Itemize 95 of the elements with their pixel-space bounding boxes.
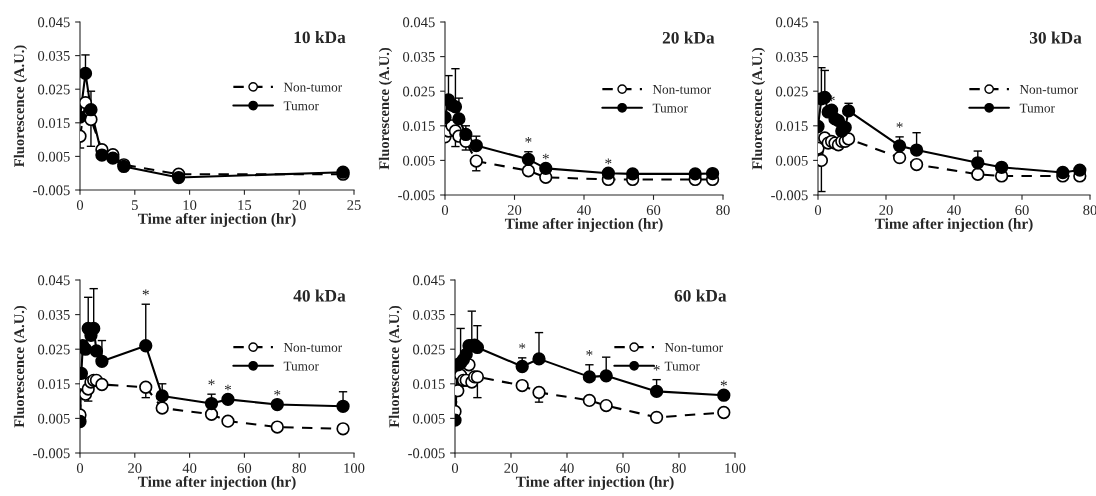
x-tick-label: 20 [879,205,893,215]
x-tick-label: 0 [76,463,84,473]
x-tick-label: 0 [814,205,822,215]
y-tick-label: 0.005 [403,155,435,166]
x-axis-title: Time after injection (hr) [874,217,1033,232]
x-tick-label: 40 [182,463,197,473]
y-axis-title: Fluorescence (A.U.) [751,47,766,170]
x-tick-label: 0 [76,200,84,210]
x-axis-title: Time after injection (hr) [137,212,296,227]
y-tick-label: 0.045 [403,17,435,28]
annotation: * [586,350,593,356]
x-tick-label: 25 [347,200,361,210]
y-tick-label: 0.025 [413,344,445,355]
x-tick-label: 80 [716,205,730,215]
x-tick-label: 20 [507,205,522,215]
x-tick-label: 20 [504,463,518,473]
y-tick-label: 0.025 [776,86,808,97]
y-tick-label: 0.015 [38,379,70,390]
x-tick-label: 60 [646,205,661,215]
x-tick-label: 80 [1083,205,1096,215]
y-tick-label: 0.045 [776,17,808,28]
y-tick-label: 0.005 [38,413,70,424]
annotation: * [142,289,149,296]
legend-label: Non-tumor [664,343,724,352]
y-tick-label: 0.005 [38,151,70,162]
x-tick-label: 60 [237,463,252,473]
legend-label: Tumor [283,361,319,371]
legend-label: Non-tumor [283,343,343,352]
chart-title: 60 kDa [674,289,727,302]
y-tick-label: -0.005 [398,190,435,201]
y-tick-label: -0.005 [33,448,70,459]
y-tick-label: 0.015 [38,118,70,129]
annotation: * [720,380,727,387]
annotation: * [896,122,903,128]
y-tick-label: 0.035 [38,309,70,320]
x-tick-label: 15 [238,200,252,210]
x-axis-title: Time after injection (hr) [137,475,296,490]
x-tick-label: 10 [183,200,197,210]
y-tick-label: 0.015 [403,121,435,132]
legend-label: Tumor [283,101,319,111]
y-tick-label: 0.045 [38,17,70,28]
x-tick-label: 0 [451,463,459,473]
y-tick-label: 0.015 [413,379,445,390]
legend-label: Tumor [652,103,688,113]
legend-label: Tumor [1019,103,1055,113]
y-tick-label: -0.005 [33,185,70,196]
y-tick-label: 0.045 [38,275,70,286]
y-tick-label: 0.005 [776,155,808,166]
x-tick-label: 0 [441,205,449,215]
annotation: * [525,137,532,143]
annotation: * [605,158,612,165]
chart-title: 10 kDa [294,30,346,44]
y-tick-label: 0.015 [776,121,808,132]
y-axis-title: Fluorescence (A.U.) [13,45,28,167]
x-axis-title: Time after injection (hr) [504,217,663,232]
x-tick-label: 40 [559,463,574,473]
chart-title: 30 kDa [1029,31,1082,44]
x-tick-label: 20 [128,463,142,473]
y-tick-label: 0.045 [413,275,445,286]
y-tick-label: 0.025 [38,344,70,355]
y-axis-title: Fluorescence (A.U.) [13,305,28,428]
x-tick-label: 20 [292,200,306,210]
x-tick-label: 60 [616,463,630,473]
legend-label: Non-tumor [652,85,712,94]
x-axis-title: Time after injection (hr) [515,475,674,490]
x-tick-label: 80 [292,463,306,473]
annotation: * [208,379,215,386]
legend-label: Non-tumor [1019,85,1079,94]
legend-label: Non-tumor [283,82,343,92]
y-tick-label: 0.035 [38,50,70,61]
y-tick-label: 0.035 [413,309,445,320]
legend-label: Tumor [664,361,700,371]
x-tick-label: 80 [672,463,686,473]
x-tick-label: 40 [576,205,591,215]
annotation: * [542,153,549,160]
annotation: * [224,384,232,391]
x-tick-label: 40 [946,205,961,215]
chart-title: 20 kDa [662,31,715,44]
y-tick-label: 0.035 [776,51,808,62]
annotation: * [274,389,281,396]
y-axis-title: Fluorescence (A.U.) [388,305,403,428]
y-tick-label: 0.035 [403,51,435,62]
y-tick-label: 0.005 [413,413,445,424]
annotation: * [653,365,660,371]
x-tick-label: 60 [1015,205,1029,215]
y-axis-title: Fluorescence (A.U.) [378,47,393,170]
y-tick-label: 0.025 [38,84,70,95]
x-tick-label: 100 [344,463,365,473]
y-tick-label: -0.005 [408,448,445,459]
x-tick-label: 5 [132,200,138,210]
y-tick-label: 0.025 [403,86,435,97]
x-tick-label: 100 [725,463,746,473]
y-tick-label: -0.005 [771,190,808,201]
chart-title: 40 kDa [293,289,346,302]
annotation: * [519,343,526,349]
